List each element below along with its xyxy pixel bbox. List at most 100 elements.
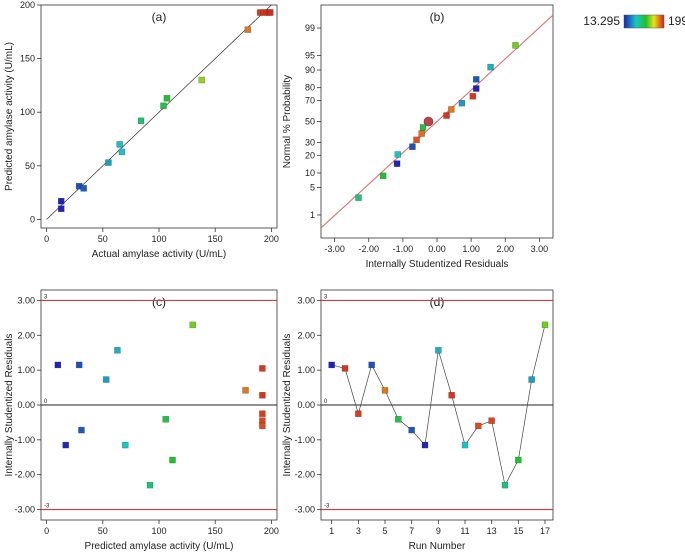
x-tick-label: 150 — [208, 526, 223, 536]
data-point — [169, 456, 176, 464]
identity-reference-line — [46, 4, 272, 220]
data-point — [395, 416, 402, 423]
x-tick-label: 50 — [98, 234, 108, 244]
y-tick-label: -3.00 — [14, 505, 35, 515]
data-point — [487, 63, 494, 71]
x-tick-label: 11 — [460, 526, 469, 536]
data-point — [62, 441, 69, 449]
normal-reference-line — [320, 14, 554, 229]
x-tick-label: -1.00 — [393, 244, 414, 254]
data-point — [461, 441, 469, 449]
data-point — [413, 136, 420, 144]
x-tick-label: 0 — [44, 234, 49, 244]
y-tick-label: 0.00 — [17, 400, 35, 410]
y-tick-label: -2.00 — [294, 470, 315, 480]
data-point — [472, 85, 480, 92]
data-point — [146, 481, 154, 489]
x-tick-label: 15 — [513, 526, 523, 536]
colorbar-gradient — [623, 14, 665, 29]
y-tick-label: 100 — [20, 107, 35, 117]
data-point — [419, 124, 427, 131]
panel-title: (a) — [152, 10, 167, 24]
panel-title: (d) — [430, 295, 445, 309]
data-point — [163, 95, 171, 102]
x-tick-label: 13 — [487, 526, 497, 536]
data-point — [259, 365, 266, 372]
y-tick-label: 20 — [305, 150, 315, 160]
data-point — [541, 321, 549, 329]
data-point — [408, 426, 415, 434]
colorbar: 13.295 199.16 — [583, 14, 685, 29]
data-point — [418, 130, 425, 137]
y-tick-label: 80 — [305, 83, 315, 93]
panel-title: (b) — [430, 10, 445, 24]
y-tick-label: -2.00 — [14, 470, 35, 480]
panel-title: (c) — [152, 295, 166, 309]
x-axis-label: Internally Studentized Residuals — [366, 259, 509, 270]
data-point — [448, 391, 455, 399]
limit-line-label: 3 — [324, 294, 328, 300]
data-point — [137, 117, 145, 125]
data-point — [528, 376, 535, 383]
x-tick-label: 7 — [409, 526, 414, 536]
data-point — [160, 102, 167, 110]
y-tick-label: 1 — [310, 210, 315, 220]
limit-line-label: 3 — [44, 294, 48, 300]
data-point — [259, 422, 266, 430]
panel-b-normal-probability: (b) -3.00 -2.00 -1.00 0.00 1.00 2.00 3.00 1 5 10 20… — [282, 4, 554, 270]
y-tick-label: -3.00 — [294, 505, 315, 515]
data-point — [501, 481, 509, 489]
data-point — [355, 194, 362, 201]
y-tick-label: 200 — [20, 0, 35, 10]
y-tick-label: -1.00 — [294, 435, 315, 445]
colorbar-max-label: 199.16 — [668, 14, 685, 28]
data-point — [488, 417, 495, 424]
data-point — [341, 365, 349, 372]
y-tick-label: 70 — [305, 95, 315, 105]
data-point — [105, 159, 112, 166]
y-axis-label: Predicted amylase activity (U/mL) — [4, 42, 15, 191]
zero-line-label: 0 — [324, 399, 328, 405]
x-tick-label: 100 — [151, 526, 166, 536]
data-point — [78, 426, 85, 434]
x-tick-label: 0.00 — [428, 244, 446, 254]
y-tick-label: 1.00 — [17, 365, 35, 375]
panel-a-actual-vs-predicted: (a) 0 50 100 150 200 0 50 100 150 200 Actual amylas… — [4, 0, 279, 260]
plot-frame — [40, 4, 278, 229]
data-point — [368, 361, 375, 369]
y-tick-label: 2.00 — [17, 330, 35, 340]
data-point — [162, 416, 169, 423]
data-point — [394, 151, 402, 158]
y-tick-label: 2.00 — [297, 330, 315, 340]
x-tick-label: 0 — [44, 526, 49, 536]
data-point — [244, 26, 252, 33]
panel-d-residuals-vs-run: (d)1 3 5 7 9 11 13 15 17-3.00-2.00-1.000.001.002… — [282, 289, 554, 552]
y-tick-label: 150 — [20, 54, 35, 64]
limit-line-label: -3 — [44, 504, 50, 510]
x-axis-label: Predicted amylase activity (U/mL) — [85, 541, 234, 552]
data-point — [393, 160, 401, 167]
y-tick-label: 50 — [305, 117, 315, 127]
y-axis-label: Internally Studentized Residuals — [4, 334, 15, 477]
y-tick-label: 50 — [25, 161, 35, 171]
y-tick-label: 3.00 — [297, 295, 315, 305]
data-point — [259, 391, 266, 399]
data-point — [118, 148, 126, 156]
data-point — [54, 361, 62, 369]
y-axis-label: Internally Studentized Residuals — [282, 334, 293, 477]
x-axis-label: Run Number — [409, 541, 466, 552]
data-point — [75, 361, 83, 369]
data-point — [379, 172, 387, 180]
data-point — [259, 410, 266, 417]
data-point — [355, 410, 362, 417]
data-point — [116, 141, 123, 148]
data-point — [409, 143, 416, 150]
data-point — [242, 387, 249, 394]
data-point — [421, 441, 429, 449]
limit-line-label: -3 — [324, 504, 330, 510]
data-point — [267, 9, 274, 16]
data-point — [512, 42, 519, 49]
x-tick-label: 1 — [329, 526, 334, 536]
x-tick-label: 2.00 — [496, 244, 514, 254]
